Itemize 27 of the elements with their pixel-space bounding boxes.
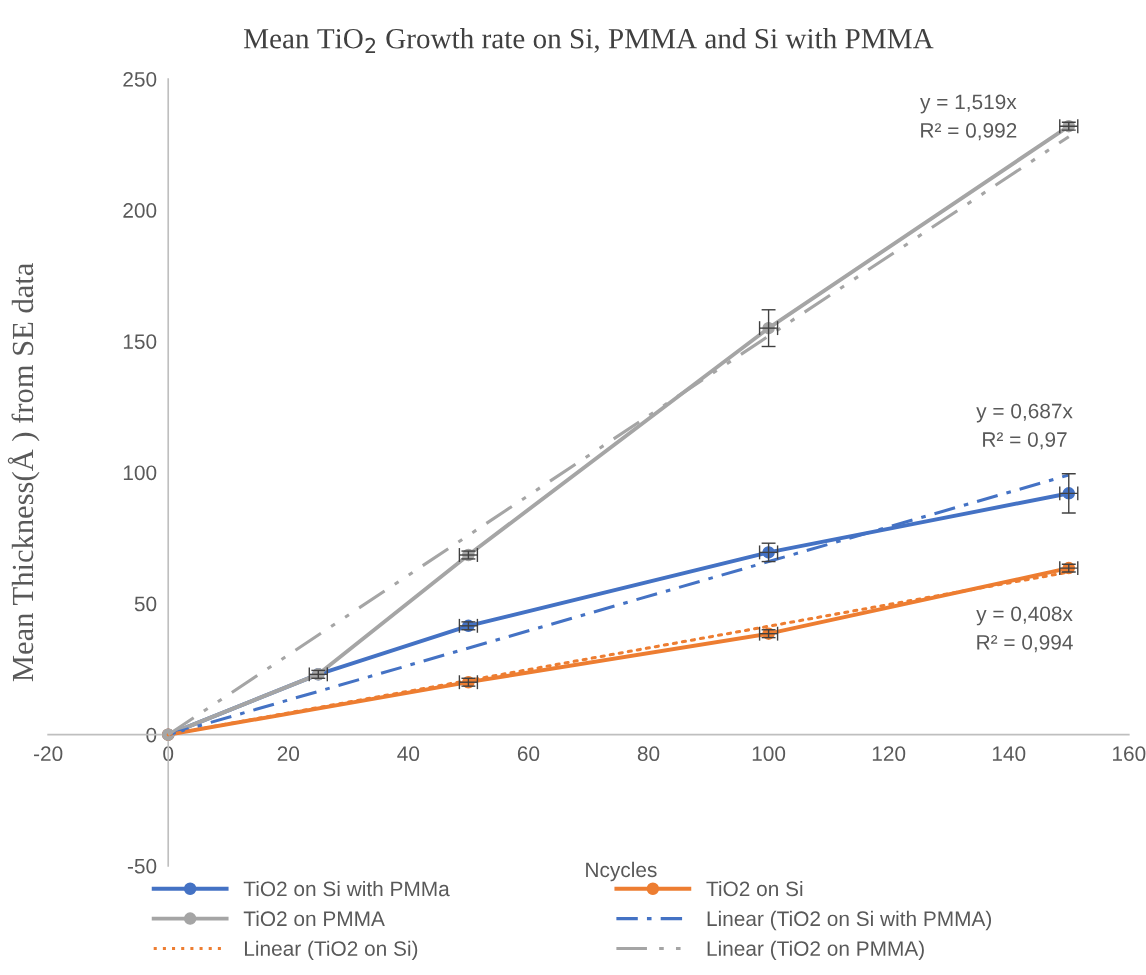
x-tick-label: 140 <box>992 746 1026 762</box>
x-tick-label: 120 <box>872 746 906 762</box>
y-tick-label: 50 <box>134 596 157 612</box>
x-tick-label: 40 <box>397 746 420 762</box>
annotation: y = 0,408x R² = 0,994 <box>976 606 1073 653</box>
y-tick-label: 150 <box>123 334 157 349</box>
x-tick-label: 160 <box>1113 746 1146 762</box>
y-tick-label: 250 <box>123 71 157 87</box>
legend-label: Linear (TiO2 on Si) <box>244 940 418 961</box>
y-tick-label: -50 <box>127 858 157 874</box>
y-tick-label: 100 <box>123 465 157 481</box>
y-axis-title: Mean Thickness(Å ) from SE data <box>7 263 40 682</box>
y-tick-label: 200 <box>123 203 157 218</box>
legend-label: TiO2 on PMMA <box>243 910 385 927</box>
x-tick-label: 60 <box>517 746 540 762</box>
x-tick-label: 100 <box>752 746 786 762</box>
legend-label: Linear (TiO2 on PMMA) <box>707 940 924 961</box>
annotation: y = 1,519x R² = 0,992 <box>920 94 1017 141</box>
annotation: y = 0,687x R² = 0,97 <box>976 403 1073 450</box>
legend-label: TiO2 on Si <box>706 880 803 897</box>
x-tick-label: 20 <box>277 746 300 762</box>
x-tick-label: -20 <box>34 746 63 762</box>
x-tick-label: 80 <box>637 746 660 762</box>
legend-label: TiO2 on Si with PMMa <box>243 880 450 897</box>
legend-label: Linear (TiO2 on Si with PMMA) <box>707 910 992 931</box>
chart-title: Mean TiO$_{2}$ Growth rate on Si, PMMA and Si with PMMA <box>243 28 934 54</box>
x-axis-title: Ncycles <box>586 861 657 882</box>
